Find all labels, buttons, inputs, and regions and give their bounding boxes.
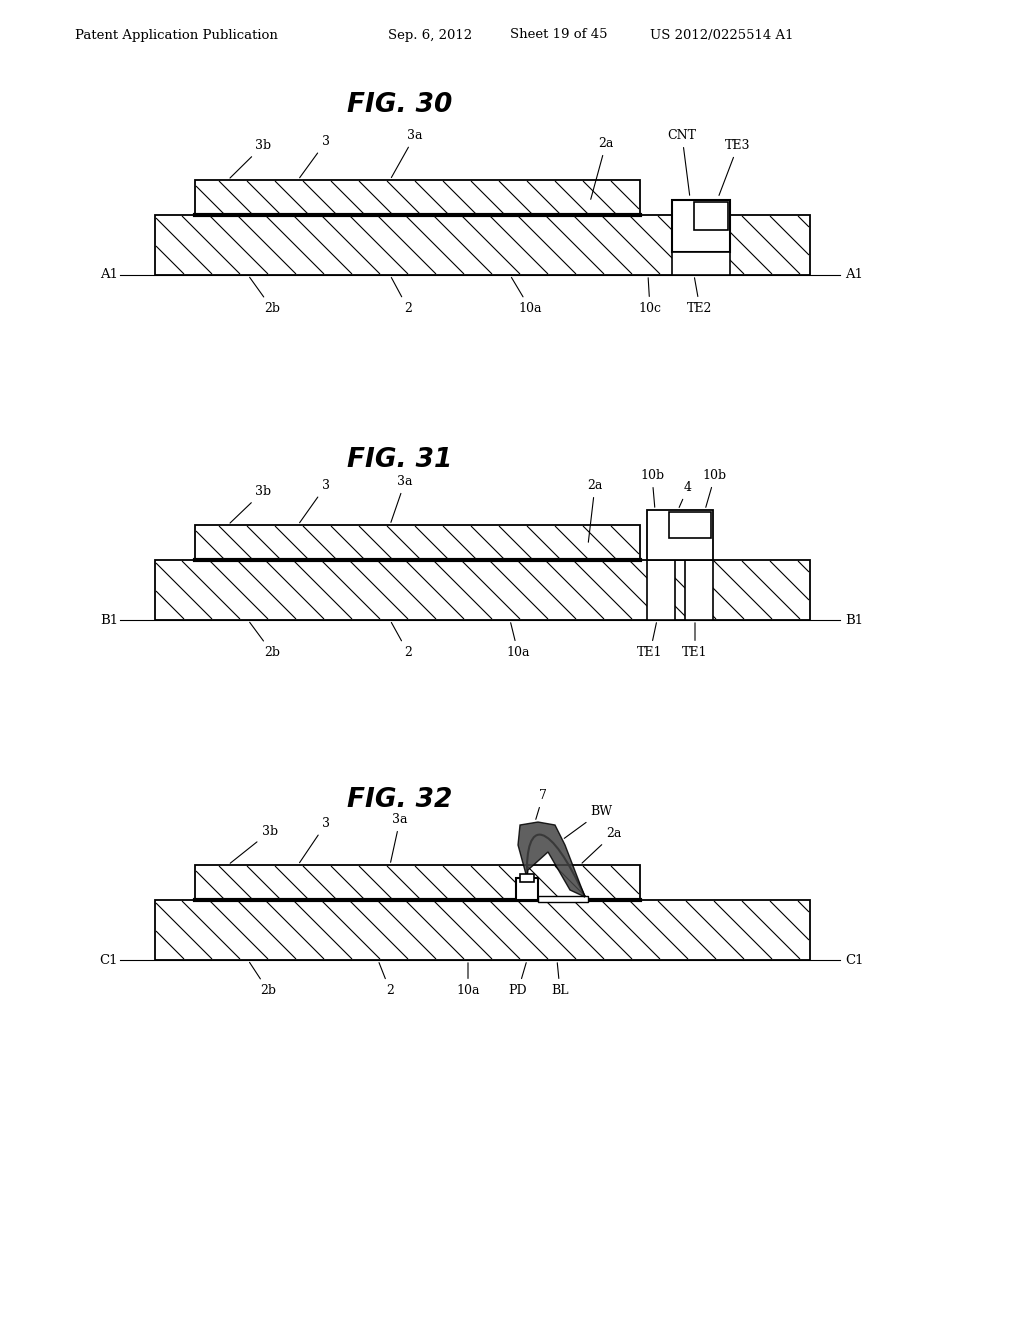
- Text: 2b: 2b: [250, 277, 280, 315]
- Bar: [647, 510, 713, 560]
- Text: 7: 7: [536, 789, 547, 820]
- Text: 3b: 3b: [230, 484, 271, 523]
- Bar: [538, 896, 588, 902]
- Text: BW: BW: [564, 805, 612, 838]
- Text: 2b: 2b: [250, 962, 276, 997]
- Text: 10a: 10a: [511, 277, 542, 315]
- Text: A1: A1: [100, 268, 118, 281]
- Text: TE1: TE1: [682, 623, 708, 659]
- Text: 2a: 2a: [588, 479, 603, 543]
- Text: 10a: 10a: [506, 623, 529, 659]
- Text: 2: 2: [391, 277, 412, 315]
- Text: Patent Application Publication: Patent Application Publication: [75, 29, 278, 41]
- Text: PD: PD: [509, 962, 527, 997]
- Bar: [672, 252, 730, 275]
- Text: C1: C1: [99, 953, 118, 966]
- Text: 10c: 10c: [639, 277, 662, 315]
- Bar: [516, 878, 538, 900]
- Bar: [155, 900, 810, 960]
- Text: 2: 2: [391, 623, 412, 659]
- Text: 4: 4: [679, 480, 692, 507]
- Text: US 2012/0225514 A1: US 2012/0225514 A1: [650, 29, 794, 41]
- Text: 3a: 3a: [390, 813, 408, 862]
- Bar: [155, 560, 810, 620]
- Text: 2: 2: [379, 962, 394, 997]
- Text: TE3: TE3: [719, 139, 751, 195]
- Text: 3a: 3a: [391, 475, 413, 523]
- Text: FIG. 31: FIG. 31: [347, 447, 453, 473]
- Bar: [195, 525, 640, 560]
- Text: 10b: 10b: [702, 469, 727, 507]
- Text: B1: B1: [100, 614, 118, 627]
- Text: FIG. 30: FIG. 30: [347, 92, 453, 117]
- Text: TE2: TE2: [687, 277, 713, 315]
- Bar: [195, 865, 640, 900]
- Text: 3b: 3b: [230, 825, 279, 863]
- Text: TE1: TE1: [637, 623, 663, 659]
- Text: CNT: CNT: [668, 129, 696, 195]
- Bar: [672, 201, 730, 252]
- Text: 3: 3: [300, 135, 330, 178]
- Bar: [155, 215, 810, 275]
- Text: Sheet 19 of 45: Sheet 19 of 45: [510, 29, 607, 41]
- Bar: [669, 512, 711, 539]
- Text: 2a: 2a: [582, 828, 622, 863]
- Bar: [520, 874, 534, 882]
- Text: FIG. 32: FIG. 32: [347, 787, 453, 813]
- Text: A1: A1: [845, 268, 863, 281]
- Text: C1: C1: [845, 953, 863, 966]
- Text: 10a: 10a: [457, 962, 480, 997]
- Text: 3: 3: [300, 479, 330, 523]
- Bar: [647, 560, 675, 620]
- Bar: [694, 202, 728, 230]
- Text: Sep. 6, 2012: Sep. 6, 2012: [388, 29, 472, 41]
- Text: 2a: 2a: [591, 137, 613, 199]
- Text: BL: BL: [551, 962, 568, 997]
- Polygon shape: [518, 822, 585, 898]
- Bar: [195, 180, 640, 215]
- Bar: [685, 560, 713, 620]
- Text: 3a: 3a: [391, 129, 423, 178]
- Text: B1: B1: [845, 614, 863, 627]
- Text: 2b: 2b: [250, 622, 280, 659]
- Text: 3: 3: [300, 817, 330, 863]
- Text: 3b: 3b: [230, 139, 271, 178]
- Text: 10b: 10b: [640, 469, 664, 507]
